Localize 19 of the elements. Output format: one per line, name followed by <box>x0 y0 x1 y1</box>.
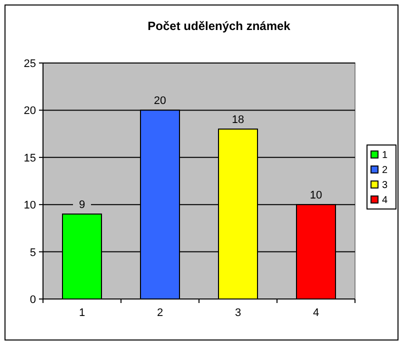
x-tick-label: 2 <box>156 307 164 319</box>
y-tick-label: 25 <box>24 58 36 70</box>
legend-label: 1 <box>382 150 388 161</box>
y-tick-label: 5 <box>30 246 36 259</box>
data-label: 10 <box>310 190 322 202</box>
data-label: 20 <box>154 95 166 108</box>
x-tick-label: 1 <box>78 307 86 319</box>
chart-title: Počet udělených známek <box>148 19 291 33</box>
x-tick-label: 4 <box>312 307 320 319</box>
y-tick-label: 10 <box>24 200 36 212</box>
y-tick-label: 0 <box>30 294 36 306</box>
x-tick-label: 3 <box>234 307 242 319</box>
legend-label: 4 <box>382 195 388 206</box>
data-label: 18 <box>232 114 244 126</box>
legend-label: 3 <box>382 180 388 191</box>
y-tick-label: 15 <box>24 152 36 164</box>
legend-label: 2 <box>382 165 388 176</box>
y-tick-label: 20 <box>24 105 36 118</box>
data-label: 9 <box>78 199 86 212</box>
